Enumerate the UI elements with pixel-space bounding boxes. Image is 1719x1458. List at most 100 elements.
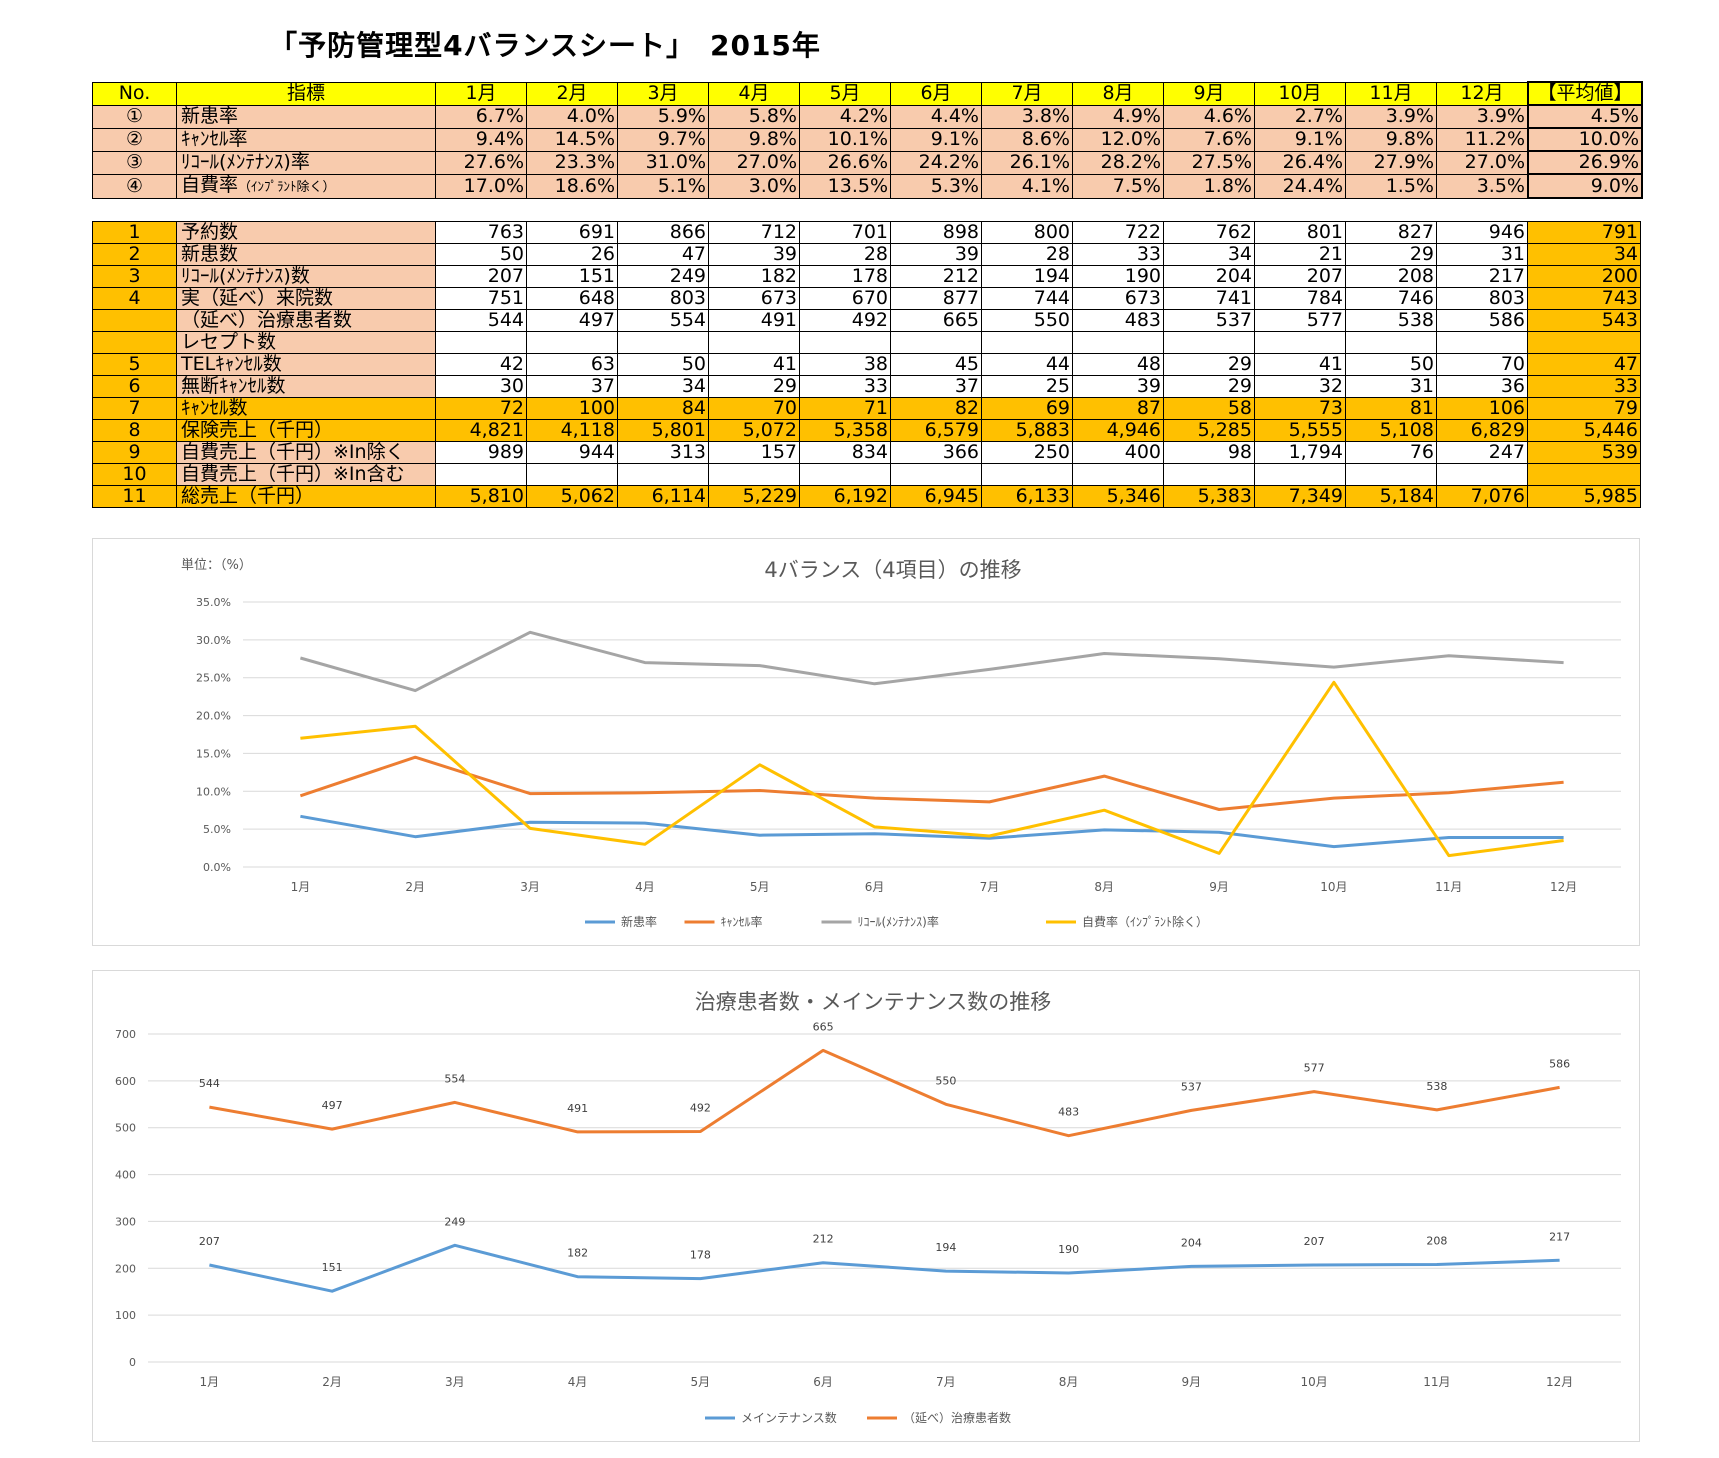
cell-value: 249 [617,265,709,288]
header-month: 8月 [1072,81,1164,106]
cell-value [981,331,1073,354]
table-row: ② ｷｬﾝｾﾙ率 9.4% 14.5% 9.7% 9.8% 10.1% 9.1% 8.6% 12.… [92,127,1643,152]
cell-value: 7,349 [1254,485,1346,508]
series-line [300,814,1564,849]
cell-value: 10.1% [799,127,891,152]
data-label: 544 [199,1077,220,1090]
legend-entry: メインテナンス数 [741,1410,837,1425]
cell-value: 497 [526,309,618,332]
table-row: 6 無断ｷｬﾝｾﾙ数 30 37 34 29 33 37 25 39 29 32 31 36 33 [92,375,1641,398]
x-tick-label: 5月 [691,1375,711,1389]
cell-value: 366 [890,441,982,464]
cell-value: 746 [1345,287,1437,310]
cell-value: 4.1% [981,173,1073,199]
header-average: 【平均値】 [1527,81,1643,106]
y-tick-label: 0.0% [203,861,231,874]
cell-value: 204 [1163,265,1255,288]
legend-entry: （延べ）治療患者数 [903,1410,1011,1425]
cell-value: 12.0% [1072,127,1164,152]
x-tick-label: 2月 [405,880,425,894]
cell-value [1072,331,1164,354]
cell-value: 7.5% [1072,173,1164,199]
cell-value: 21 [1254,243,1346,266]
cell-value: 6,192 [799,485,891,508]
cell-value: 741 [1163,287,1255,310]
row-label: レセプト数 [176,331,436,354]
cell-value: 7,076 [1436,485,1528,508]
cell-value: 217 [1436,265,1528,288]
cell-value: 834 [799,441,891,464]
x-tick-label: 1月 [291,880,311,894]
cell-average: 5,446 [1527,419,1641,442]
y-tick-label: 0 [129,1356,136,1369]
cell-value: 1,794 [1254,441,1346,464]
row-no [92,331,177,354]
cell-value [1254,463,1346,486]
cell-average: 743 [1527,287,1641,310]
cell-value: 5.3% [890,173,982,199]
data-label: 249 [444,1215,465,1228]
row-no: 11 [92,485,177,508]
data-label: 212 [813,1233,834,1246]
header-month: 6月 [890,81,982,106]
y-tick-label: 600 [115,1075,136,1088]
row-no: ④ [92,173,177,199]
cell-value [526,331,618,354]
cell-value: 313 [617,441,709,464]
cell-value: 9.8% [708,127,800,152]
unit-label: 単位：（%） [181,557,252,573]
cell-value [799,463,891,486]
cell-value: 5,184 [1345,485,1437,508]
cell-value: 6.7% [435,104,527,129]
data-label: 577 [1304,1062,1325,1075]
data-label: 178 [690,1249,711,1262]
header-no: No. [92,81,177,106]
data-label: 204 [1181,1236,1202,1249]
cell-value: 29 [1163,375,1255,398]
cell-value: 5.9% [617,104,709,129]
cell-value: 9.8% [1345,127,1437,152]
cell-average: 47 [1527,353,1641,376]
y-tick-label: 10.0% [196,785,231,798]
table-row: 1 予約数 763 691 866 712 701 898 800 722 762 801 827 946… [92,221,1641,244]
cell-value: 4.9% [1072,104,1164,129]
data-label: 492 [690,1101,711,1114]
y-tick-label: 20.0% [196,710,231,723]
cell-value: 6,829 [1436,419,1528,442]
table-row: 7 ｷｬﾝｾﾙ数 72 100 84 70 71 82 69 87 58 73 81 106 79 [92,397,1641,420]
cell-value: 9.1% [890,127,982,152]
x-tick-label: 6月 [865,880,885,894]
cell-value: 492 [799,309,891,332]
cell-value: 537 [1163,309,1255,332]
y-tick-label: 35.0% [196,596,231,609]
table-row: 9 自費売上（千円）※In除く 989 944 313 157 834 366 250 400 98… [92,441,1641,464]
monthly-count-table: 1 予約数 763 691 866 712 701 898 800 722 762 801 827 946… [92,221,1641,508]
cell-value: 989 [435,441,527,464]
x-tick-label: 12月 [1546,1375,1573,1389]
cell-value: 25 [981,375,1073,398]
cell-average: 5,985 [1527,485,1641,508]
cell-value: 26.6% [799,150,891,175]
y-tick-label: 100 [115,1309,136,1322]
cell-value: 8.6% [981,127,1073,152]
row-label-text: 自費率 [181,174,239,196]
cell-value [526,463,618,486]
cell-value: 673 [708,287,800,310]
x-tick-label: 7月 [980,880,1000,894]
cell-value: 751 [435,287,527,310]
cell-average: 79 [1527,397,1641,420]
cell-value [1072,463,1164,486]
cell-value: 38 [799,353,891,376]
cell-value: 41 [1254,353,1346,376]
cell-value: 207 [1254,265,1346,288]
cell-value: 6,945 [890,485,982,508]
cell-value: 3.9% [1436,104,1529,129]
row-label-text: 新患率 [181,105,239,127]
row-no: 5 [92,353,177,376]
row-label: 無断ｷｬﾝｾﾙ数 [176,375,436,398]
cell-value: 87 [1072,397,1164,420]
cell-value: 84 [617,397,709,420]
y-tick-label: 30.0% [196,634,231,647]
cell-value: 207 [435,265,527,288]
row-label: ﾘｺｰﾙ(ﾒﾝﾃﾅﾝｽ)数 [176,265,436,288]
